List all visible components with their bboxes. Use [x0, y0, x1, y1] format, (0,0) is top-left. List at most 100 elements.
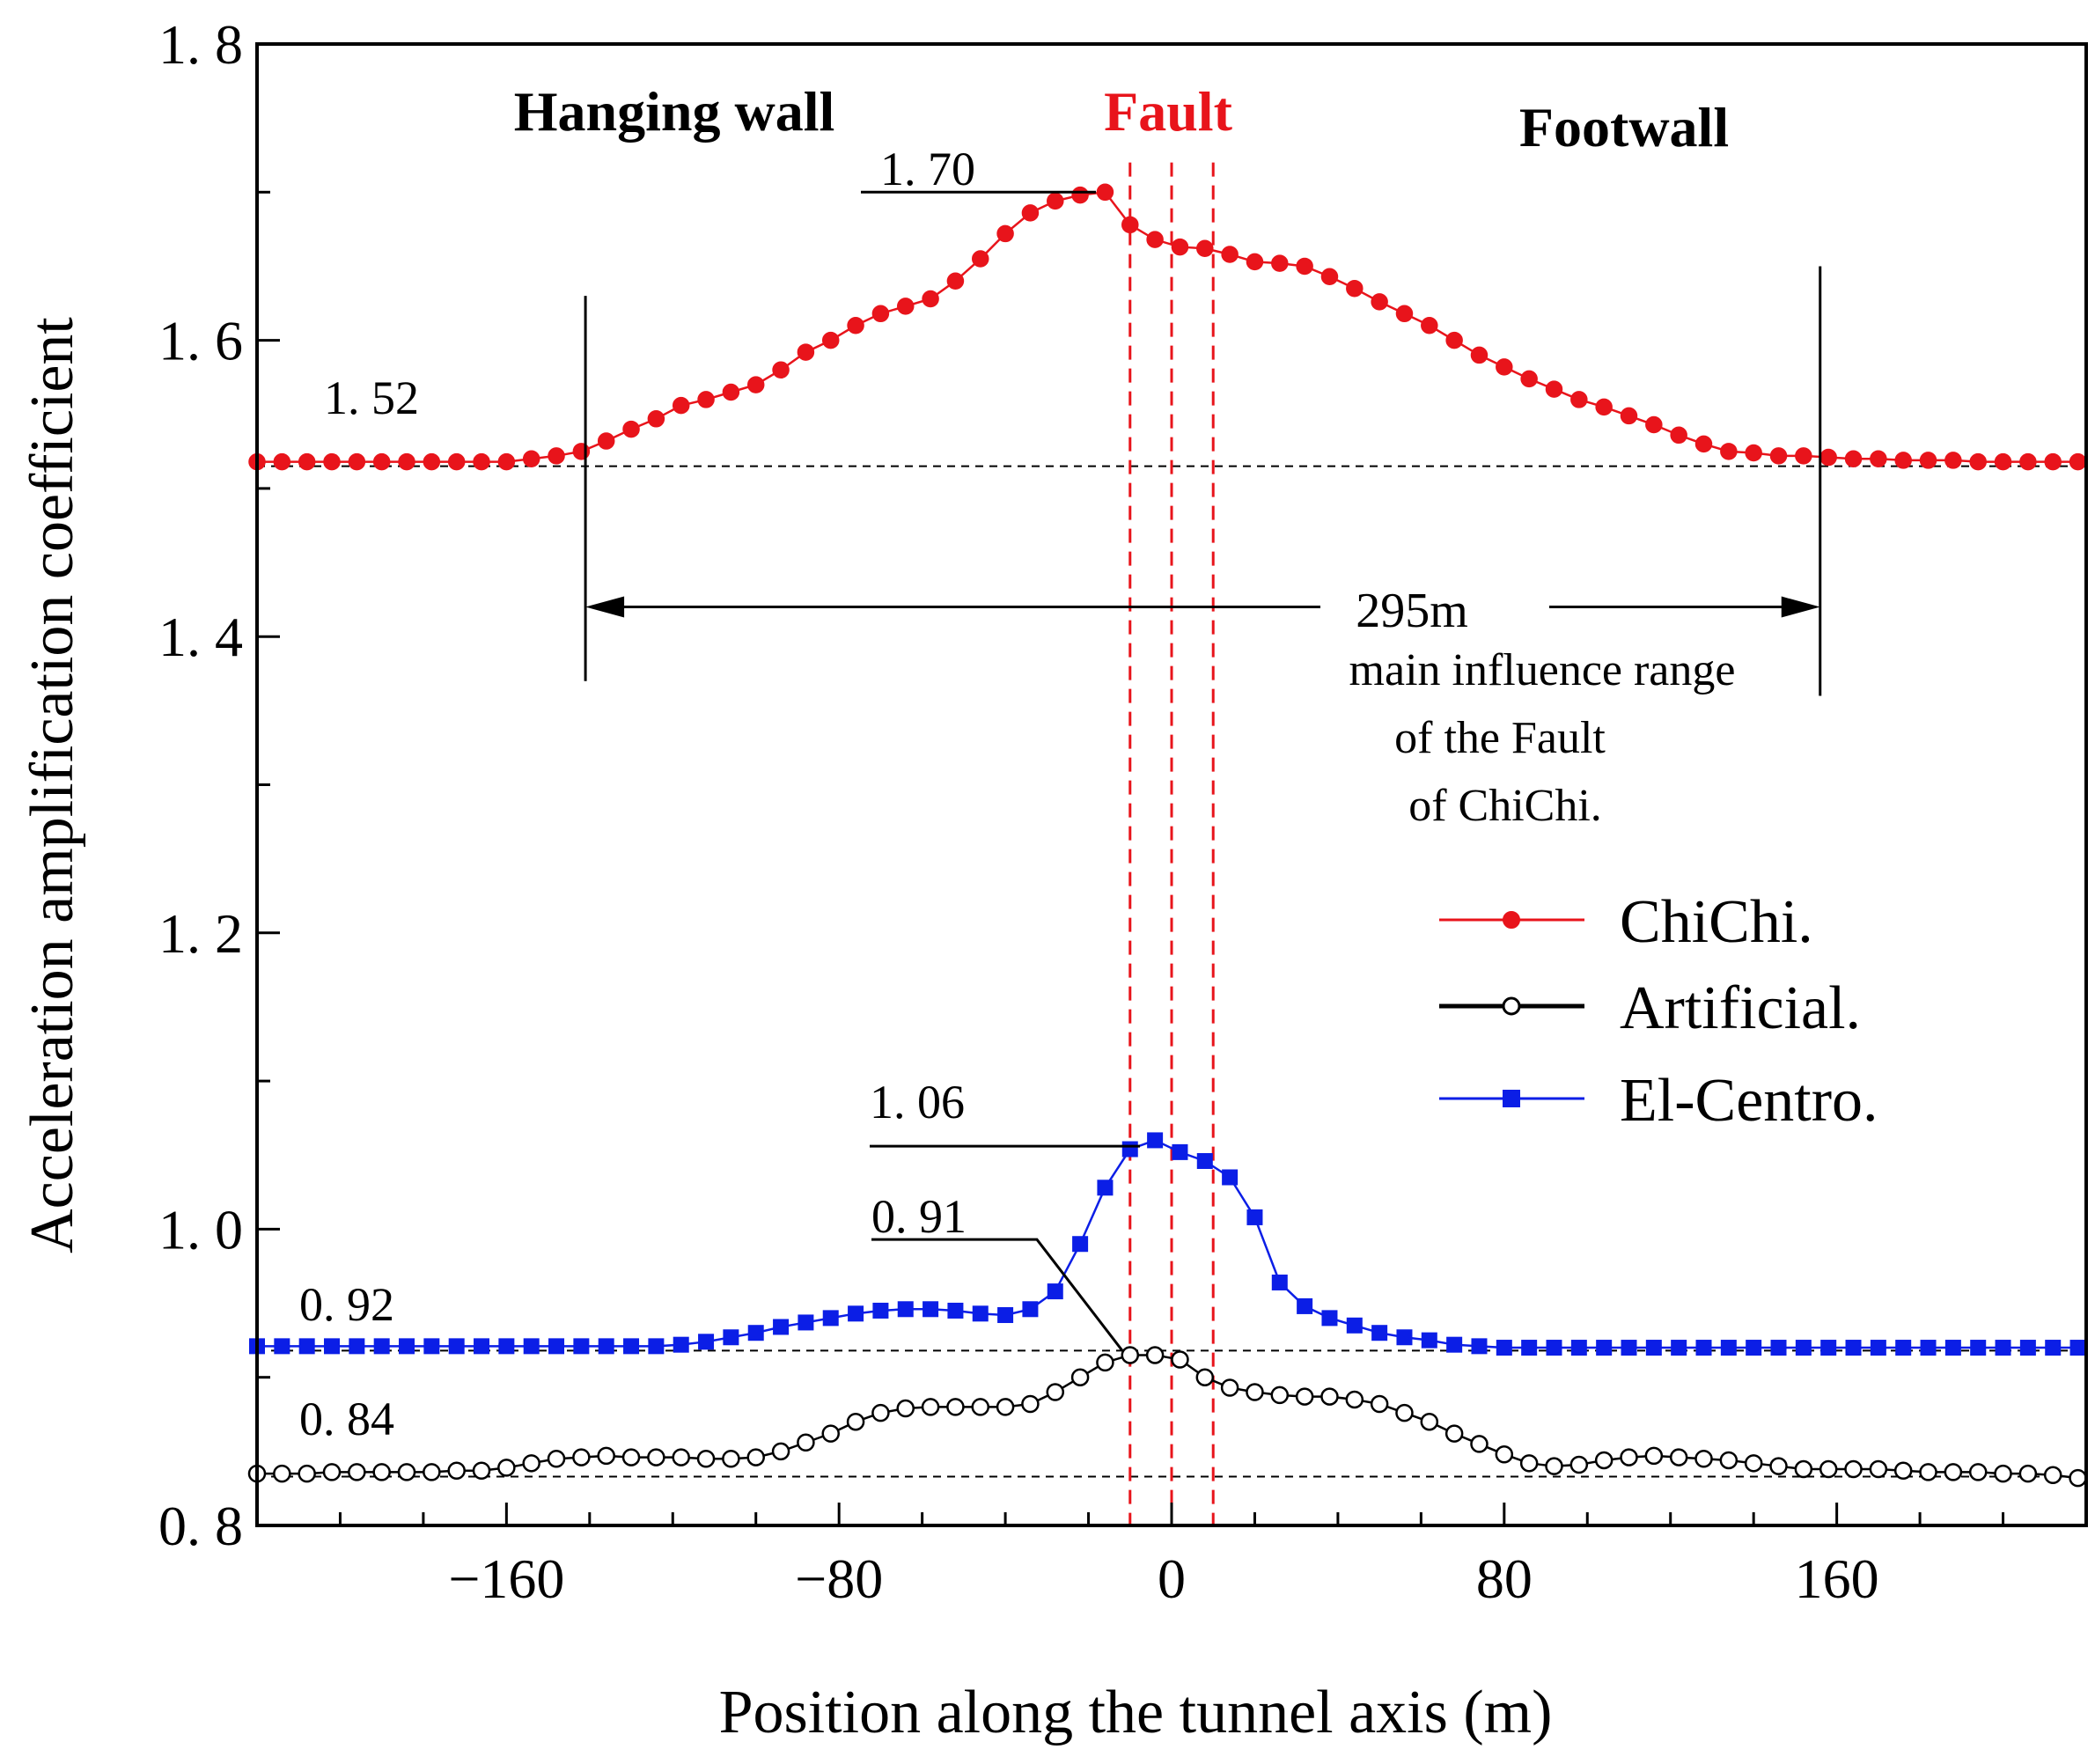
- legend-entry-artificial: Artificial.: [1439, 974, 1861, 1042]
- x-axis-title: Position along the tunnel axis (m): [719, 1679, 1553, 1746]
- data-point-chichi: [647, 410, 665, 428]
- data-point-artificial: [1769, 1457, 1788, 1475]
- data-point-elcentro: [1321, 1310, 1338, 1327]
- data-point-elcentro: [274, 1338, 290, 1355]
- legend-marker-elcentro: [1503, 1090, 1520, 1107]
- data-point-chichi: [1870, 450, 1887, 467]
- data-point-elcentro: [1746, 1340, 1762, 1356]
- data-point-elcentro: [1920, 1340, 1937, 1356]
- data-point-chichi: [1496, 358, 1513, 376]
- data-point-elcentro: [1770, 1340, 1787, 1356]
- annotation-layer: [584, 190, 1822, 1352]
- data-point-chichi: [1595, 398, 1613, 416]
- data-point-artificial: [1869, 1459, 1888, 1479]
- data-point-chichi: [473, 452, 490, 471]
- x-tick-label: 160: [1795, 1547, 1879, 1610]
- data-point-chichi: [2019, 452, 2037, 471]
- data-point-elcentro: [1222, 1169, 1239, 1186]
- data-point-chichi: [1171, 238, 1189, 256]
- data-point-chichi: [1969, 452, 1987, 471]
- data-point-artificial: [1919, 1463, 1937, 1481]
- data-point-elcentro: [474, 1338, 490, 1355]
- data-point-elcentro: [1097, 1180, 1114, 1196]
- data-point-artificial: [1220, 1378, 1239, 1397]
- data-point-artificial: [1021, 1394, 1040, 1414]
- data-point-elcentro: [972, 1305, 989, 1322]
- data-point-artificial: [846, 1412, 865, 1431]
- legend-label-chichi: ChiChi.: [1620, 888, 1813, 956]
- data-point-artificial: [771, 1442, 790, 1461]
- data-point-chichi: [1395, 305, 1414, 323]
- data-point-artificial: [1470, 1435, 1489, 1453]
- data-point-artificial: [1569, 1455, 1589, 1474]
- legend-entry-elcentro: El-Centro.: [1439, 1067, 1878, 1135]
- data-point-chichi: [746, 376, 765, 393]
- data-point-artificial: [597, 1446, 615, 1466]
- data-point-elcentro: [1695, 1340, 1712, 1356]
- data-point-artificial: [621, 1448, 641, 1466]
- data-point-artificial: [1669, 1448, 1688, 1466]
- data-point-chichi: [1445, 331, 1463, 349]
- data-point-chichi: [1121, 216, 1139, 234]
- range-text-line-2: of the Fault: [1394, 713, 1606, 763]
- data-point-elcentro: [1995, 1340, 2011, 1356]
- data-point-artificial: [1096, 1353, 1114, 1372]
- data-point-elcentro: [1621, 1340, 1637, 1356]
- data-point-chichi: [548, 447, 565, 465]
- data-point-elcentro: [1047, 1283, 1063, 1300]
- data-point-elcentro: [822, 1310, 839, 1327]
- data-point-chichi: [1271, 254, 1289, 272]
- data-point-artificial: [572, 1448, 591, 1466]
- hanging-wall-label: Hanging wall: [514, 80, 835, 143]
- data-point-artificial: [1794, 1459, 1813, 1479]
- data-point-elcentro: [747, 1325, 764, 1341]
- data-point-artificial: [1320, 1387, 1339, 1406]
- data-point-elcentro: [1147, 1132, 1164, 1149]
- data-point-chichi: [946, 272, 965, 290]
- data-point-chichi: [398, 452, 415, 471]
- data-point-artificial: [1719, 1451, 1738, 1470]
- data-point-chichi: [1720, 443, 1738, 460]
- data-point-chichi: [1620, 407, 1638, 425]
- data-point-elcentro: [423, 1338, 440, 1355]
- data-point-elcentro: [1022, 1301, 1039, 1318]
- data-point-chichi: [372, 452, 391, 471]
- y-tick-label: 1. 2: [158, 902, 243, 965]
- data-point-artificial: [1395, 1403, 1414, 1422]
- data-point-artificial: [1944, 1463, 1963, 1481]
- data-point-elcentro: [773, 1319, 790, 1335]
- data-point-artificial: [672, 1448, 690, 1466]
- artificial-peak-value: 0. 91: [871, 1190, 967, 1243]
- data-point-chichi: [1246, 253, 1264, 271]
- x-axis-ticks: −160 −80 0 80 160: [255, 1503, 2088, 1610]
- data-point-artificial: [1545, 1457, 1563, 1475]
- data-point-chichi: [996, 224, 1014, 243]
- data-point-artificial: [647, 1448, 665, 1466]
- data-point-chichi: [972, 250, 989, 268]
- data-point-elcentro: [1944, 1340, 1961, 1356]
- data-point-artificial: [1644, 1446, 1664, 1466]
- data-point-artificial: [896, 1399, 915, 1418]
- data-point-chichi: [1570, 391, 1588, 408]
- data-point-artificial: [1444, 1424, 1464, 1443]
- data-point-artificial: [871, 1403, 890, 1422]
- data-point-chichi: [1470, 346, 1489, 364]
- data-point-elcentro: [1845, 1340, 1862, 1356]
- data-point-artificial: [1495, 1444, 1514, 1464]
- data-point-elcentro: [1271, 1274, 1288, 1290]
- data-point-artificial: [397, 1463, 416, 1481]
- data-point-artificial: [1046, 1383, 1065, 1401]
- data-point-artificial: [971, 1398, 990, 1416]
- artificial-base-value: 0. 84: [299, 1393, 394, 1445]
- data-point-artificial: [746, 1448, 765, 1466]
- data-point-artificial: [1994, 1464, 2012, 1483]
- data-point-chichi: [1346, 279, 1364, 298]
- x-tick-label: −160: [448, 1547, 564, 1610]
- data-point-elcentro: [349, 1338, 365, 1355]
- data-point-elcentro: [373, 1338, 390, 1355]
- data-point-chichi: [1320, 268, 1339, 285]
- data-point-chichi: [1694, 435, 1713, 453]
